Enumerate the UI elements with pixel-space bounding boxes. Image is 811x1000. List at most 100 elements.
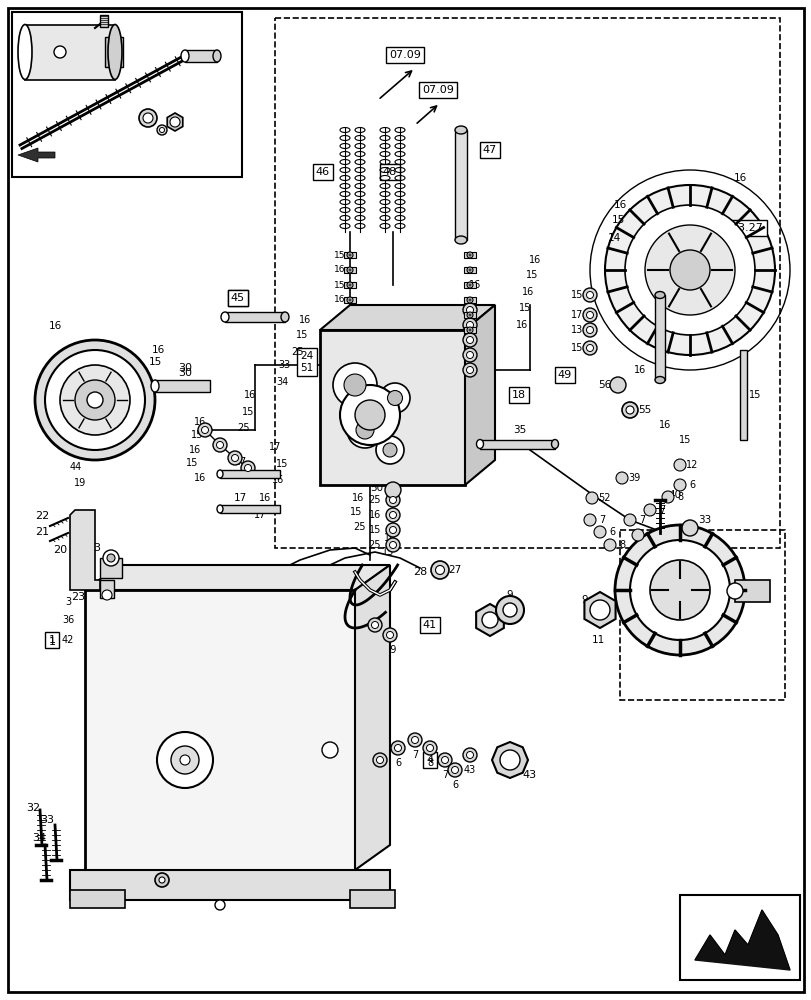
- Circle shape: [616, 472, 627, 484]
- Bar: [105, 37, 122, 67]
- Circle shape: [385, 538, 400, 552]
- Bar: [344, 252, 355, 258]
- Text: 25: 25: [354, 522, 366, 532]
- Text: 25: 25: [238, 423, 250, 433]
- Bar: [463, 252, 475, 258]
- Text: 16: 16: [243, 390, 255, 400]
- Circle shape: [466, 312, 473, 318]
- Text: 24
51: 24 51: [300, 351, 313, 373]
- Ellipse shape: [551, 440, 558, 448]
- Bar: [463, 297, 475, 303]
- Circle shape: [426, 744, 433, 752]
- Circle shape: [502, 603, 517, 617]
- Circle shape: [431, 561, 448, 579]
- Circle shape: [466, 252, 473, 258]
- Text: 41: 41: [423, 620, 436, 630]
- Text: 31: 31: [43, 393, 57, 403]
- Circle shape: [623, 514, 635, 526]
- Circle shape: [466, 322, 473, 328]
- Bar: [220, 505, 280, 513]
- Circle shape: [673, 479, 685, 491]
- Text: 56: 56: [598, 380, 611, 390]
- Text: 16: 16: [478, 335, 491, 345]
- Text: 7: 7: [638, 515, 644, 525]
- Text: 15: 15: [295, 330, 308, 340]
- Text: 6: 6: [394, 758, 401, 768]
- Circle shape: [102, 590, 112, 600]
- Circle shape: [228, 451, 242, 465]
- Circle shape: [198, 423, 212, 437]
- Circle shape: [322, 742, 337, 758]
- Text: 8: 8: [427, 758, 432, 768]
- Text: 7: 7: [411, 750, 418, 760]
- Text: 12: 12: [685, 460, 697, 470]
- Circle shape: [466, 752, 473, 758]
- Text: 6: 6: [608, 527, 614, 537]
- Circle shape: [466, 327, 473, 333]
- Circle shape: [386, 632, 393, 639]
- Circle shape: [389, 542, 396, 548]
- Text: 50: 50: [370, 483, 383, 493]
- Text: 2: 2: [144, 885, 152, 895]
- Circle shape: [590, 600, 609, 620]
- Circle shape: [469, 269, 470, 271]
- Text: 53: 53: [737, 250, 751, 260]
- Text: 16: 16: [334, 296, 345, 304]
- Text: 30: 30: [178, 368, 191, 378]
- Text: 25: 25: [368, 495, 381, 505]
- Circle shape: [582, 288, 596, 302]
- Circle shape: [469, 329, 470, 331]
- Text: 7: 7: [441, 770, 448, 780]
- Ellipse shape: [151, 380, 159, 392]
- Ellipse shape: [217, 505, 223, 513]
- Circle shape: [631, 529, 643, 541]
- Polygon shape: [694, 910, 789, 970]
- Circle shape: [451, 766, 458, 773]
- Bar: [463, 282, 475, 288]
- Text: 16: 16: [194, 417, 206, 427]
- Text: 32: 32: [26, 803, 40, 813]
- Circle shape: [466, 297, 473, 303]
- Circle shape: [466, 352, 473, 359]
- Circle shape: [681, 520, 697, 536]
- Text: 16: 16: [478, 305, 491, 315]
- Text: 5: 5: [376, 770, 383, 780]
- Text: 26: 26: [478, 365, 491, 375]
- Circle shape: [340, 385, 400, 445]
- Text: 15: 15: [334, 280, 345, 290]
- Circle shape: [466, 336, 473, 344]
- Circle shape: [231, 454, 238, 462]
- Circle shape: [469, 284, 470, 286]
- Text: 55: 55: [637, 405, 650, 415]
- Circle shape: [586, 292, 593, 298]
- Bar: [463, 267, 475, 273]
- Text: 38: 38: [75, 515, 88, 525]
- Text: 8: 8: [618, 540, 624, 550]
- Circle shape: [624, 205, 754, 335]
- Circle shape: [435, 566, 444, 574]
- Text: 16: 16: [298, 315, 311, 325]
- Circle shape: [333, 363, 376, 407]
- Bar: [679, 895, 799, 980]
- Text: 45: 45: [230, 293, 245, 303]
- Circle shape: [466, 306, 473, 314]
- Polygon shape: [85, 565, 389, 590]
- Text: 16: 16: [151, 345, 165, 355]
- Text: 44: 44: [70, 462, 82, 472]
- Bar: [70, 870, 389, 900]
- Circle shape: [669, 250, 709, 290]
- Text: 16: 16: [49, 321, 62, 331]
- Circle shape: [375, 436, 404, 464]
- Ellipse shape: [454, 236, 466, 244]
- Text: 07.09: 07.09: [422, 85, 453, 95]
- Ellipse shape: [217, 470, 223, 478]
- Text: 16: 16: [468, 280, 481, 290]
- Text: 15: 15: [186, 458, 198, 468]
- Circle shape: [212, 438, 227, 452]
- Circle shape: [75, 380, 115, 420]
- Text: 14: 14: [607, 233, 620, 243]
- Text: 3: 3: [93, 543, 101, 553]
- Circle shape: [586, 312, 593, 318]
- Text: 16: 16: [612, 200, 626, 210]
- Bar: [463, 327, 475, 333]
